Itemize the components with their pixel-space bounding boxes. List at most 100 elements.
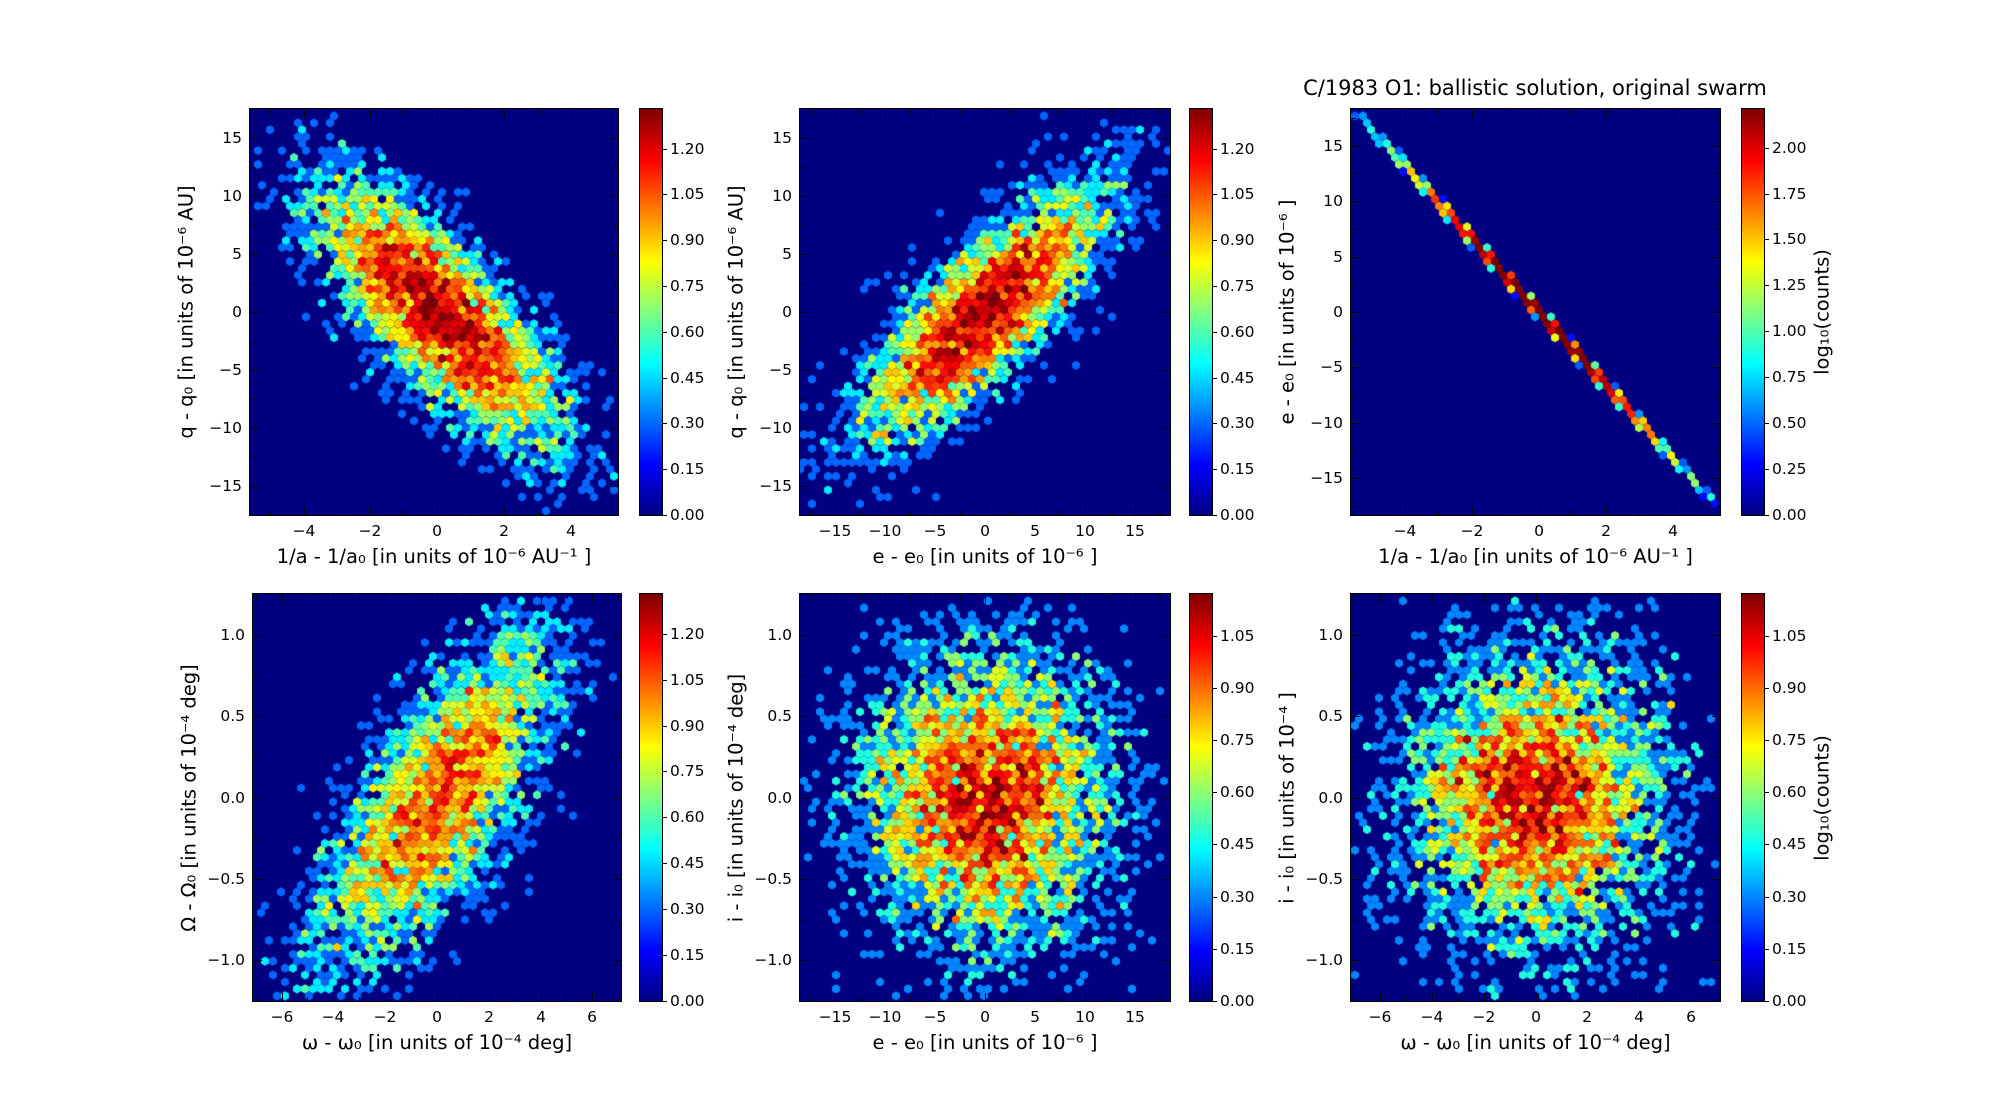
tick-mark <box>437 595 439 603</box>
tick-mark <box>1613 997 1615 1001</box>
tick-mark <box>801 254 809 256</box>
tick-mark <box>1352 201 1360 203</box>
tick-mark <box>333 993 335 1001</box>
colorbar-tick-label: 0.45 <box>670 854 705 872</box>
tick-mark <box>662 469 667 471</box>
tick-mark <box>860 110 862 114</box>
tick-mark <box>567 997 569 1001</box>
tick-mark <box>662 1001 667 1003</box>
tick-mark <box>935 595 937 603</box>
x-tick-label: 2 <box>1582 1008 1592 1026</box>
tick-mark <box>404 110 406 114</box>
tick-mark <box>985 110 987 118</box>
tick-mark <box>617 838 621 840</box>
tick-mark <box>662 515 667 517</box>
y-tick-label: 10 <box>772 187 792 205</box>
x-tick-label: −4 <box>321 1008 345 1026</box>
tick-mark <box>404 511 406 515</box>
tick-mark <box>1085 110 1087 118</box>
tick-mark <box>662 378 667 380</box>
y-tick-label: 0 <box>782 303 792 321</box>
x-axis-label: ω - ω₀ [in units of 10⁻⁴ deg] <box>301 1031 573 1054</box>
tick-mark <box>1691 993 1693 1001</box>
hexbin-plot <box>799 108 1171 516</box>
tick-mark <box>1166 757 1170 759</box>
x-tick-label: 5 <box>1030 522 1040 540</box>
tick-mark <box>1352 838 1356 840</box>
y-tick-label: −1.0 <box>754 951 792 969</box>
x-tick-label: 0 <box>1531 1008 1541 1026</box>
tick-mark <box>662 332 667 334</box>
tick-mark <box>1212 949 1217 951</box>
tick-mark <box>935 110 937 118</box>
tick-mark <box>471 511 473 515</box>
tick-mark <box>1160 110 1162 114</box>
tick-mark <box>1352 506 1356 508</box>
colorbar-tick-label: 0.60 <box>1772 783 1807 801</box>
y-tick-label: −5 <box>769 361 792 379</box>
colorbar-tick-label: 0.45 <box>1772 835 1807 853</box>
tick-mark <box>1536 993 1538 1001</box>
x-tick-label: −2 <box>373 1008 397 1026</box>
tick-mark <box>385 993 387 1001</box>
x-tick-label: −5 <box>923 522 947 540</box>
tick-mark <box>1764 423 1769 425</box>
y-tick-label: −10 <box>1310 414 1343 432</box>
tick-mark <box>1160 511 1162 515</box>
tick-mark <box>1162 312 1170 314</box>
tick-mark <box>1764 148 1769 150</box>
tick-mark <box>935 507 937 515</box>
colorbar-tick-label: 0.50 <box>1772 414 1807 432</box>
tick-mark <box>411 595 413 599</box>
colorbar <box>639 108 663 516</box>
tick-mark <box>1458 595 1460 599</box>
tick-mark <box>614 167 618 169</box>
tick-mark <box>251 341 255 343</box>
tick-mark <box>810 511 812 515</box>
tick-mark <box>1380 595 1382 603</box>
tick-mark <box>1162 798 1170 800</box>
y-tick-label: −10 <box>759 419 792 437</box>
tick-mark <box>1438 511 1440 515</box>
tick-mark <box>910 511 912 515</box>
tick-mark <box>1405 110 1407 118</box>
tick-mark <box>1060 997 1062 1001</box>
y-tick-label: −1.0 <box>1305 951 1343 969</box>
tick-mark <box>1160 595 1162 599</box>
y-tick-label: 0.5 <box>220 707 245 725</box>
y-tick-label: −5 <box>1320 358 1343 376</box>
hexbin-plot <box>799 593 1171 1002</box>
tick-mark <box>1606 110 1608 118</box>
tick-mark <box>307 595 309 599</box>
y-tick-label: 10 <box>1323 192 1343 210</box>
tick-mark <box>1135 110 1137 118</box>
y-tick-label: 5 <box>1333 248 1343 266</box>
tick-mark <box>1166 838 1170 840</box>
tick-mark <box>1162 716 1170 718</box>
tick-mark <box>1212 1001 1217 1003</box>
tick-mark <box>617 757 621 759</box>
tick-mark <box>662 955 667 957</box>
tick-mark <box>662 680 667 682</box>
tick-mark <box>592 993 594 1001</box>
tick-mark <box>1085 993 1087 1001</box>
y-tick-label: 5 <box>782 245 792 263</box>
tick-mark <box>1166 225 1170 227</box>
tick-mark <box>1110 110 1112 114</box>
colorbar-tick-label: 1.20 <box>670 625 705 643</box>
tick-mark <box>860 997 862 1001</box>
tick-mark <box>1764 331 1769 333</box>
tick-mark <box>801 960 809 962</box>
tick-mark <box>1352 173 1356 175</box>
tick-mark <box>359 595 361 599</box>
tick-mark <box>935 993 937 1001</box>
tick-mark <box>411 997 413 1001</box>
tick-mark <box>1166 675 1170 677</box>
y-tick-label: −0.5 <box>1305 870 1343 888</box>
colorbar-tick-label: 0.00 <box>1772 506 1807 524</box>
colorbar-tick-label: 0.45 <box>1220 369 1255 387</box>
x-tick-label: −15 <box>818 522 852 540</box>
x-tick-label: 2 <box>499 522 509 540</box>
tick-mark <box>270 511 272 515</box>
